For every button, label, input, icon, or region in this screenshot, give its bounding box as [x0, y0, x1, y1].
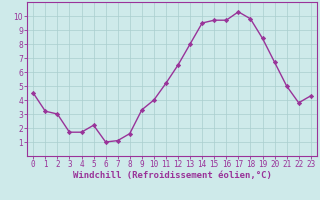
X-axis label: Windchill (Refroidissement éolien,°C): Windchill (Refroidissement éolien,°C): [73, 171, 271, 180]
